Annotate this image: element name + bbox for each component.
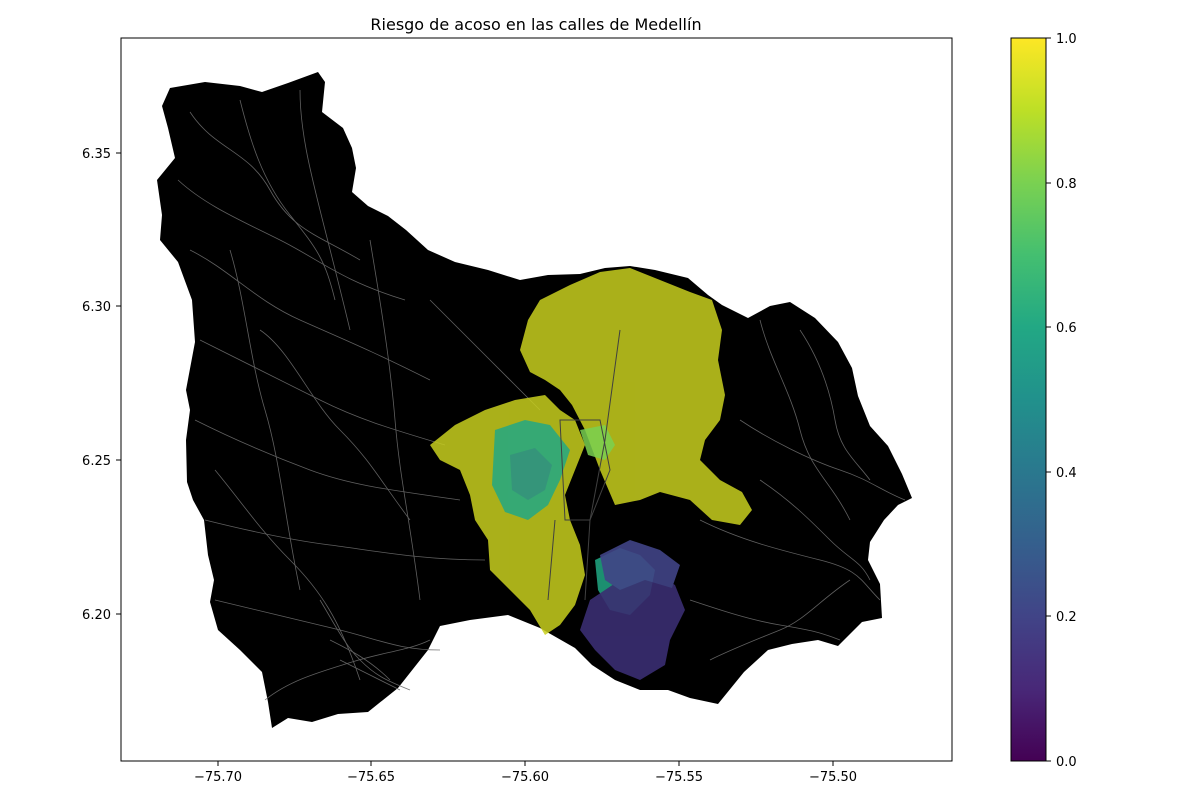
y-tick-label: 6.30 (82, 300, 111, 315)
low-risk-zone (580, 540, 685, 680)
plot-area (157, 72, 912, 728)
colorbar-tick-label: 0.4 (1056, 466, 1077, 481)
x-tick-label: −75.70 (194, 770, 242, 785)
x-tick-label: −75.60 (501, 770, 549, 785)
y-tick-label: 6.20 (82, 608, 111, 623)
y-tick-label: 6.35 (82, 147, 111, 162)
colorbar-tick-label: 0.6 (1056, 321, 1077, 336)
colorbar-tick-label: 1.0 (1056, 32, 1077, 47)
colorbar-tick-label: 0.8 (1056, 177, 1077, 192)
y-axis (116, 152, 121, 615)
x-tick-label: −75.65 (347, 770, 395, 785)
x-axis (217, 761, 834, 766)
y-tick-label: 6.25 (82, 454, 111, 469)
colorbar (1010, 37, 1047, 762)
colorbar-tick-label: 0.0 (1056, 755, 1077, 770)
x-tick-label: −75.55 (655, 770, 703, 785)
colorbar-ticks (1046, 37, 1051, 762)
map-title: Riesgo de acoso en las calles de Medellí… (370, 15, 701, 34)
colorbar-tick-label: 0.2 (1056, 610, 1077, 625)
x-tick-label: −75.50 (809, 770, 857, 785)
minor-streets (177, 89, 906, 701)
central-street-grid (547, 329, 621, 601)
plot-frame (120, 37, 953, 762)
